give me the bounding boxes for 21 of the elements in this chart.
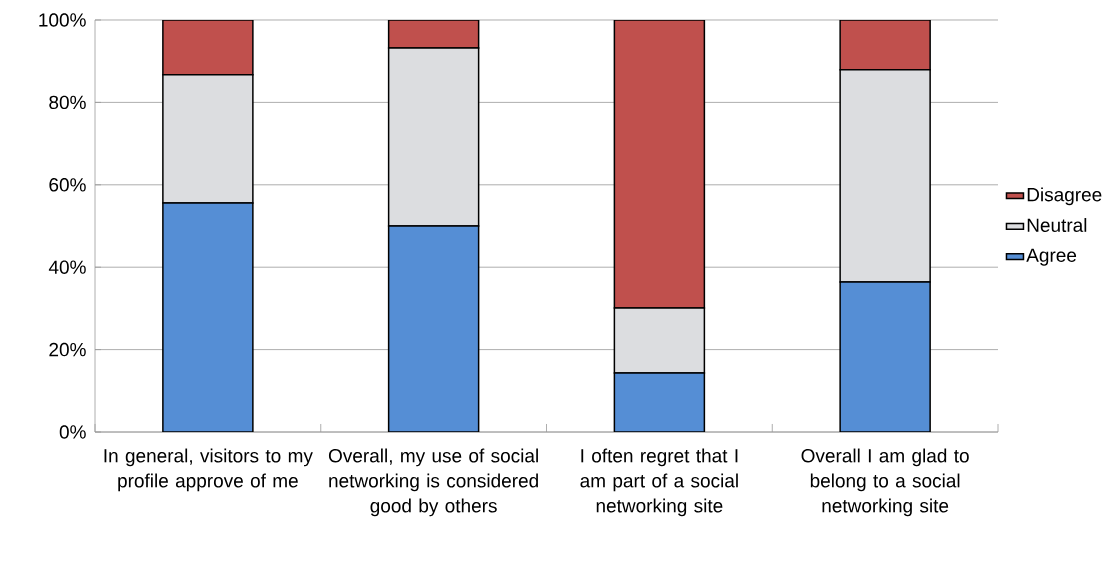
bar bbox=[613, 372, 706, 432]
bar bbox=[162, 202, 254, 432]
y-tick-label: 0% bbox=[59, 425, 86, 439]
x-tick-label: Overall I am glad to belong to a social networking site bbox=[801, 448, 969, 517]
legend-label: Agree bbox=[1026, 248, 1077, 266]
bar bbox=[839, 281, 931, 432]
legend-label: Neutral bbox=[1027, 218, 1087, 232]
y-tick-label: 100% bbox=[39, 13, 86, 27]
bar bbox=[613, 20, 706, 309]
x-tick-label: I often regret that I am part of a social networking site bbox=[580, 448, 738, 517]
bar bbox=[162, 20, 254, 76]
y-tick-label: 60% bbox=[49, 178, 86, 192]
bar bbox=[839, 20, 931, 71]
bar bbox=[387, 20, 480, 49]
x-tick-label: Overall, my use of social networking is considered good by others bbox=[328, 448, 538, 517]
x-tick-label: In general, visitors to my profile approve of me bbox=[104, 448, 313, 492]
y-tick-label: 80% bbox=[49, 95, 86, 110]
y-tick-label: 40% bbox=[48, 260, 86, 274]
legend-label: Disagree bbox=[1027, 187, 1102, 206]
y-tick-label: 20% bbox=[49, 342, 86, 357]
bar bbox=[387, 225, 480, 432]
